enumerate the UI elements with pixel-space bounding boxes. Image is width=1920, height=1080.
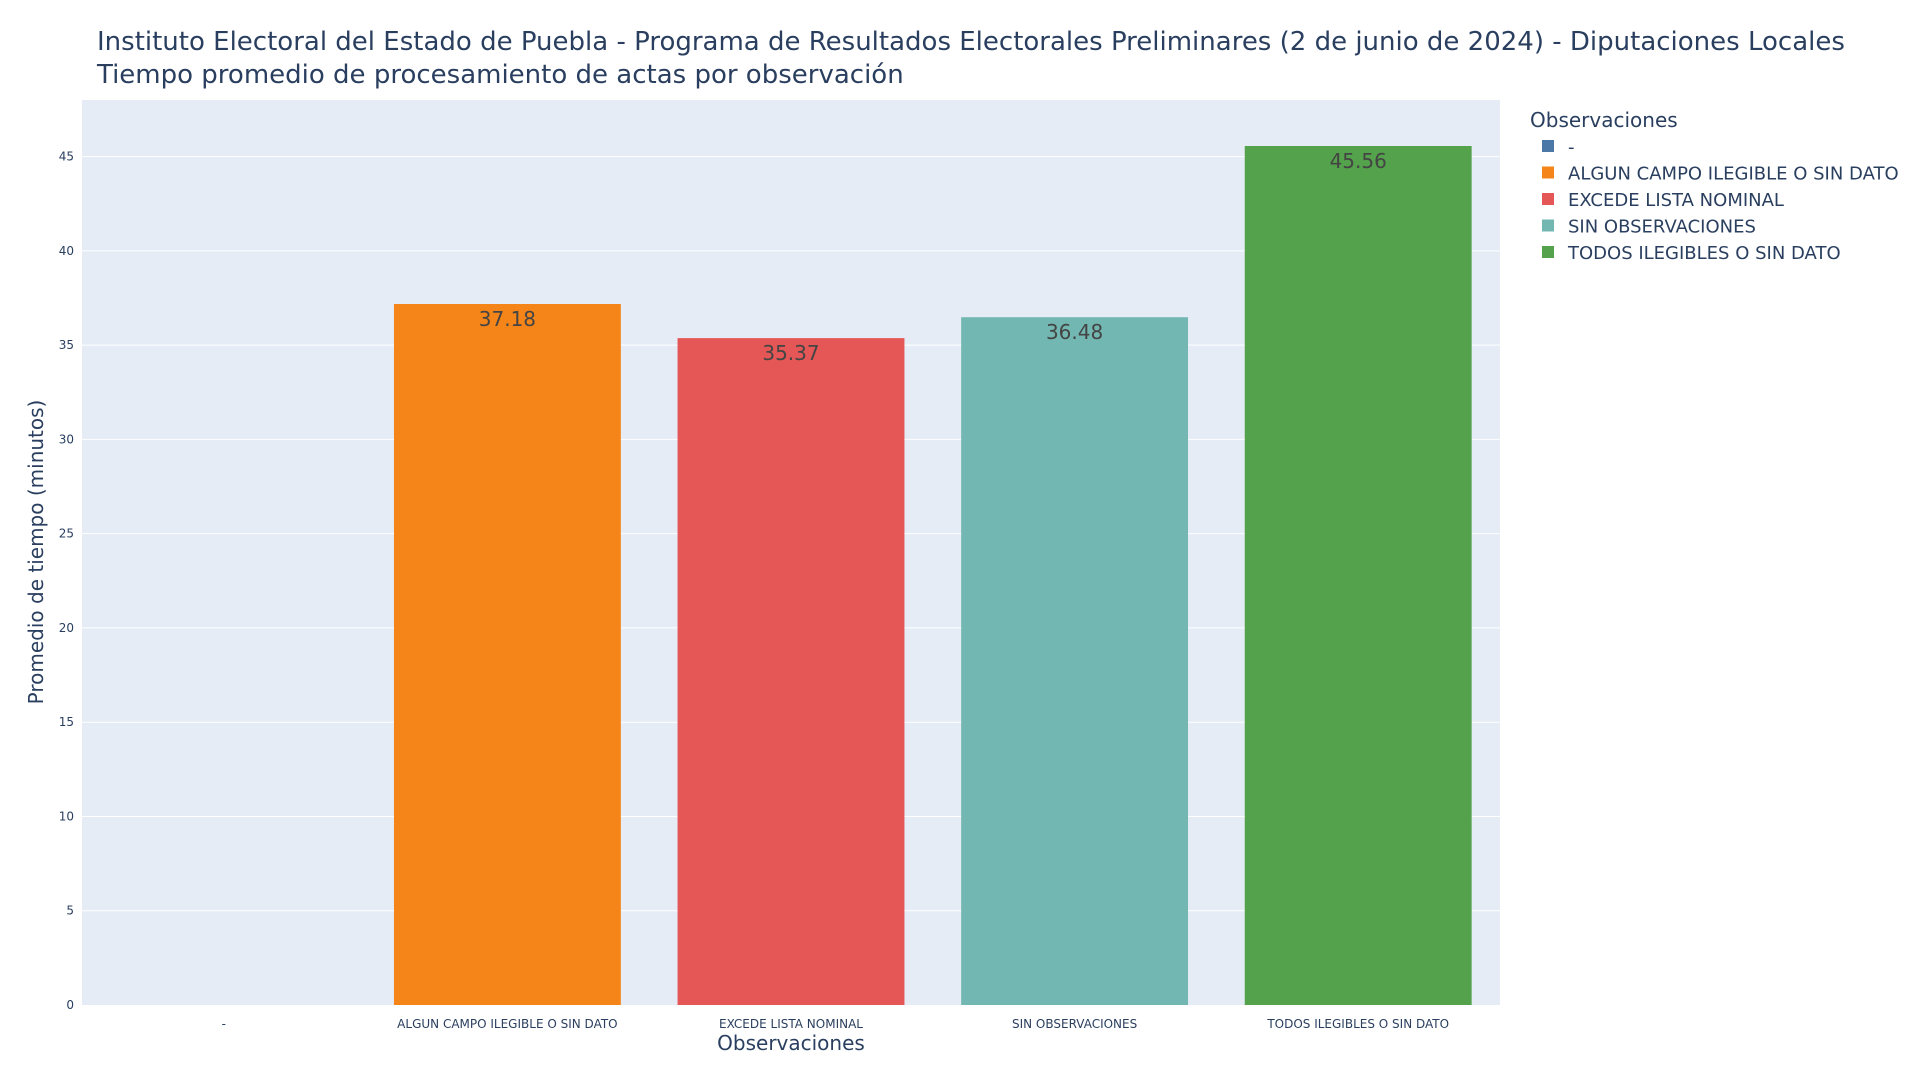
x-tick-label: ALGUN CAMPO ILEGIBLE O SIN DATO — [397, 1017, 617, 1031]
y-tick-label: 15 — [59, 715, 74, 729]
legend-items: - ALGUN CAMPO ILEGIBLE O SIN DATO EXCEDE L… — [1542, 137, 1899, 264]
bar — [1244, 146, 1472, 1006]
bar-value-label: 37.18 — [479, 307, 536, 331]
x-tick-label: TODOS ILEGIBLES O SIN DATO — [1266, 1017, 1449, 1031]
bar — [393, 304, 621, 1005]
x-tick-label: SIN OBSERVACIONES — [1012, 1017, 1137, 1031]
y-tick-label: 40 — [59, 244, 74, 258]
legend-item[interactable]: TODOS ILEGIBLES O SIN DATO — [1567, 243, 1841, 264]
legend-swatch — [1542, 219, 1554, 232]
bar-value-label: 35.37 — [762, 341, 819, 365]
legend-swatch — [1542, 166, 1554, 179]
bars — [393, 146, 1472, 1006]
y-tick-label: 45 — [59, 150, 74, 164]
legend-title: Observaciones — [1530, 108, 1678, 132]
x-tick-label: - — [222, 1017, 226, 1031]
legend-item[interactable]: - — [1568, 137, 1575, 158]
y-axis-title: Promedio de tiempo (minutos) — [24, 400, 48, 705]
y-tick-label: 25 — [59, 527, 74, 541]
legend-swatch — [1542, 193, 1554, 205]
y-tick-label: 30 — [59, 432, 74, 446]
legend-item[interactable]: SIN OBSERVACIONES — [1568, 217, 1756, 238]
chart-subtitle: Tiempo promedio de procesamiento de acta… — [96, 60, 904, 90]
bar-value-label: 36.48 — [1046, 320, 1103, 344]
y-tick-label: 0 — [66, 998, 74, 1012]
y-tick-label: 5 — [66, 904, 74, 918]
y-axis-ticks: 0 5 10 15 20 25 30 35 40 45 — [59, 150, 74, 1012]
y-tick-label: 10 — [59, 809, 74, 823]
x-tick-label: EXCEDE LISTA NOMINAL — [719, 1017, 863, 1031]
legend-item[interactable]: ALGUN CAMPO ILEGIBLE O SIN DATO — [1568, 164, 1899, 185]
legend-swatch — [1542, 140, 1554, 152]
legend-swatch — [1542, 246, 1554, 258]
y-tick-label: 20 — [59, 621, 74, 635]
legend: Observaciones - ALGUN CAMPO ILEGIBLE O SI… — [1530, 108, 1899, 264]
y-tick-label: 35 — [59, 338, 74, 352]
x-axis-title: Observaciones — [717, 1031, 865, 1055]
bar — [961, 317, 1189, 1005]
legend-item[interactable]: EXCEDE LISTA NOMINAL — [1568, 190, 1784, 211]
bar-value-label: 45.56 — [1330, 149, 1387, 173]
bar-value-labels: 37.18 35.37 36.48 45.56 — [479, 149, 1387, 365]
bar — [677, 338, 905, 1005]
chart-title: Instituto Electoral del Estado de Puebla… — [97, 27, 1845, 57]
x-axis-ticks: - ALGUN CAMPO ILEGIBLE O SIN DATO EXCEDE L… — [222, 1017, 1449, 1031]
